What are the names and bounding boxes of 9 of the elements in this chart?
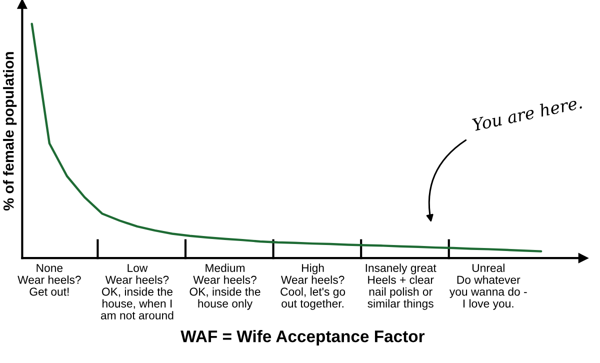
x-tick-label: High Wear heels? Cool, let's go out together. bbox=[280, 264, 346, 310]
x-tick-label: Insanely great Heels + clear nail polish or similar things bbox=[366, 264, 436, 310]
x-tick-label: Medium Wear heels? OK, inside the house only bbox=[190, 264, 260, 310]
y-axis-title: % of female population bbox=[3, 52, 17, 210]
x-tick-label: None Wear heels? Get out! bbox=[18, 264, 81, 296]
x-axis-title: WAF = Wife Acceptance Factor bbox=[180, 330, 425, 346]
x-tick-label: Unreal Do whatever you wanna do - I love you. bbox=[449, 264, 527, 310]
x-tick-label: Low Wear heels? OK, inside the house, when I am not around bbox=[100, 264, 174, 320]
annotation: You are here. bbox=[472, 96, 582, 132]
